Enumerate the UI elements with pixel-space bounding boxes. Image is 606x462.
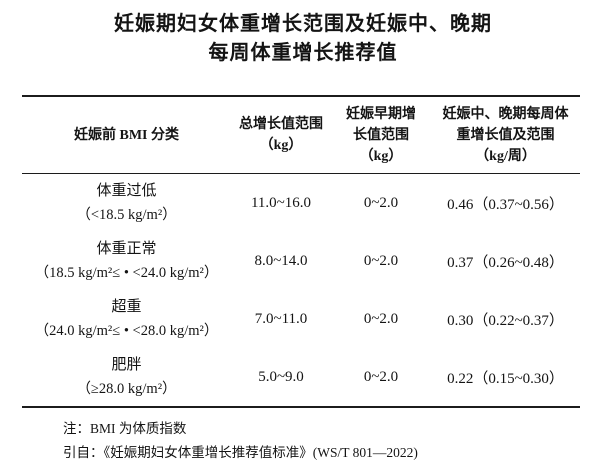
cell-category: 肥胖 （≥28.0 kg/m²） [22,348,231,407]
cell-weekly-gain: 0.37（0.26~0.48） [447,254,564,271]
header-line: （kg） [359,148,403,164]
table-row-obese: 肥胖 （≥28.0 kg/m²） 5.0~9.0 0~2.0 0.22（0.15… [22,348,580,407]
header-early-gain: 妊娠早期增 长值范围 （kg） [331,96,431,174]
weight-gain-table: 妊娠前 BMI 分类 总增长值范围 （kg） 妊娠早期增 长值范围 （kg） 妊… [22,95,580,408]
table-row-overweight: 超重 （24.0 kg/m²≤ • <28.0 kg/m²） 7.0~11.0 … [22,290,580,348]
cell-category: 超重 （24.0 kg/m²≤ • <28.0 kg/m²） [22,290,231,348]
category-bmi-range: （18.5 kg/m²≤ • <24.0 kg/m²） [34,265,219,281]
header-bmi-category: 妊娠前 BMI 分类 [22,96,231,174]
title-line-2: 每周体重增长推荐值 [208,42,398,64]
note-source-citation: 引自：《妊娠期妇女体重增长推荐值标准》(WS/T 801—2022) [63,445,418,460]
header-line: 妊娠中、晚期每周体 [442,106,569,122]
cell-early-gain: 0~2.0 [363,368,399,385]
category-name: 体重正常 [96,241,157,257]
category-name: 体重过低 [96,183,157,199]
cell-total-gain: 7.0~11.0 [254,310,308,327]
header-line: （kg） [259,138,303,153]
header-line: 妊娠前 BMI 分类 [74,127,179,143]
category-name: 超重 [111,299,142,315]
table-header-row: 妊娠前 BMI 分类 总增长值范围 （kg） 妊娠早期增 长值范围 （kg） 妊… [22,96,580,174]
category-bmi-range: （<18.5 kg/m²） [76,207,177,223]
header-weekly-gain: 妊娠中、晚期每周体 重增长值及范围 （kg/周） [431,96,580,174]
header-line: 长值范围 [353,127,409,143]
header-total-gain: 总增长值范围 （kg） [231,96,331,174]
title-line-1: 妊娠期妇女体重增长范围及妊娠中、晚期 [114,13,492,35]
header-line: 总增长值范围 [239,117,323,132]
cell-weekly-gain: 0.22（0.15~0.30） [447,370,564,387]
category-bmi-range: （≥28.0 kg/m²） [76,381,177,397]
category-bmi-range: （24.0 kg/m²≤ • <28.0 kg/m²） [34,323,219,339]
cell-total-gain: 11.0~16.0 [250,194,312,211]
cell-weekly-gain: 0.30（0.22~0.37） [447,312,564,329]
header-line: 妊娠早期增 [346,106,416,122]
cell-total-gain: 5.0~9.0 [258,368,304,385]
cell-category: 体重正常 （18.5 kg/m²≤ • <24.0 kg/m²） [22,232,231,290]
note-bmi-definition: 注：BMI 为体质指数 [63,421,187,436]
table-row-underweight: 体重过低 （<18.5 kg/m²） 11.0~16.0 0~2.0 0.46（… [22,174,580,233]
header-line: 重增长值及范围 [456,127,555,143]
cell-weekly-gain: 0.46（0.37~0.56） [447,196,564,213]
table-row-normal: 体重正常 （18.5 kg/m²≤ • <24.0 kg/m²） 8.0~14.… [22,232,580,290]
footnotes: 注：BMI 为体质指数 引自：《妊娠期妇女体重增长推荐值标准》(WS/T 801… [63,417,606,462]
category-name: 肥胖 [111,357,142,373]
header-line: （kg/周） [475,148,536,164]
cell-total-gain: 8.0~14.0 [254,252,308,269]
cell-early-gain: 0~2.0 [363,252,399,269]
cell-category: 体重过低 （<18.5 kg/m²） [22,174,231,233]
cell-early-gain: 0~2.0 [363,194,399,211]
cell-early-gain: 0~2.0 [363,310,399,327]
page-title: 妊娠期妇女体重增长范围及妊娠中、晚期 每周体重增长推荐值 [0,10,606,68]
